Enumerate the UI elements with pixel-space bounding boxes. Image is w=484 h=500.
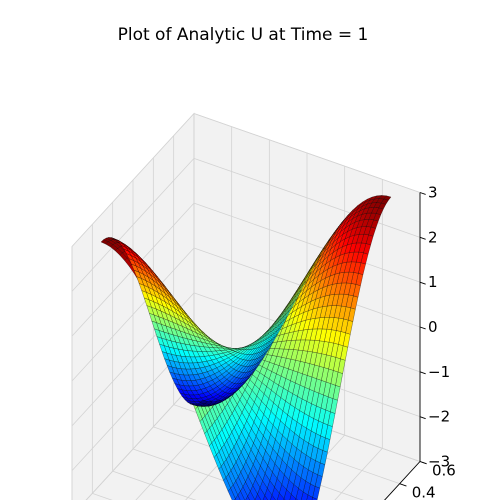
z-tick bbox=[419, 326, 426, 330]
y-tick bbox=[399, 483, 407, 487]
axes: −0.6−0.4−0.20.00.20.40.6−0.6−0.4−0.20.00… bbox=[384, 184, 456, 500]
z-tick-label: −1 bbox=[428, 363, 450, 381]
chart-title: Plot of Analytic U at Time = 1 bbox=[118, 25, 369, 45]
gridline bbox=[85, 382, 195, 500]
gridline bbox=[71, 113, 195, 247]
z-tick bbox=[419, 416, 426, 420]
z-tick bbox=[419, 281, 426, 285]
z-tick-label: 0 bbox=[428, 318, 438, 336]
z-tick bbox=[419, 192, 426, 195]
z-tick-label: 2 bbox=[428, 228, 438, 246]
surface-patch bbox=[237, 490, 245, 500]
surface-mesh bbox=[100, 195, 392, 500]
gridline bbox=[193, 157, 421, 238]
z-tick-label: 3 bbox=[428, 184, 438, 202]
y-tick-label: 0.6 bbox=[432, 462, 456, 480]
gridline bbox=[71, 158, 195, 292]
z-tick bbox=[419, 371, 426, 375]
z-tick bbox=[419, 236, 426, 240]
surface-patch bbox=[199, 400, 208, 404]
gridline bbox=[71, 247, 195, 382]
y-tick-label: 0.4 bbox=[412, 484, 436, 500]
gridline bbox=[193, 113, 421, 193]
z-tick-label: −3 bbox=[428, 453, 450, 471]
z-tick-label: −2 bbox=[428, 408, 450, 426]
gridline bbox=[112, 470, 197, 500]
surface-patch bbox=[245, 495, 250, 500]
z-tick bbox=[419, 461, 426, 464]
gridline bbox=[193, 202, 421, 283]
surface-patch bbox=[235, 494, 241, 500]
z-tick-label: 1 bbox=[428, 273, 438, 291]
